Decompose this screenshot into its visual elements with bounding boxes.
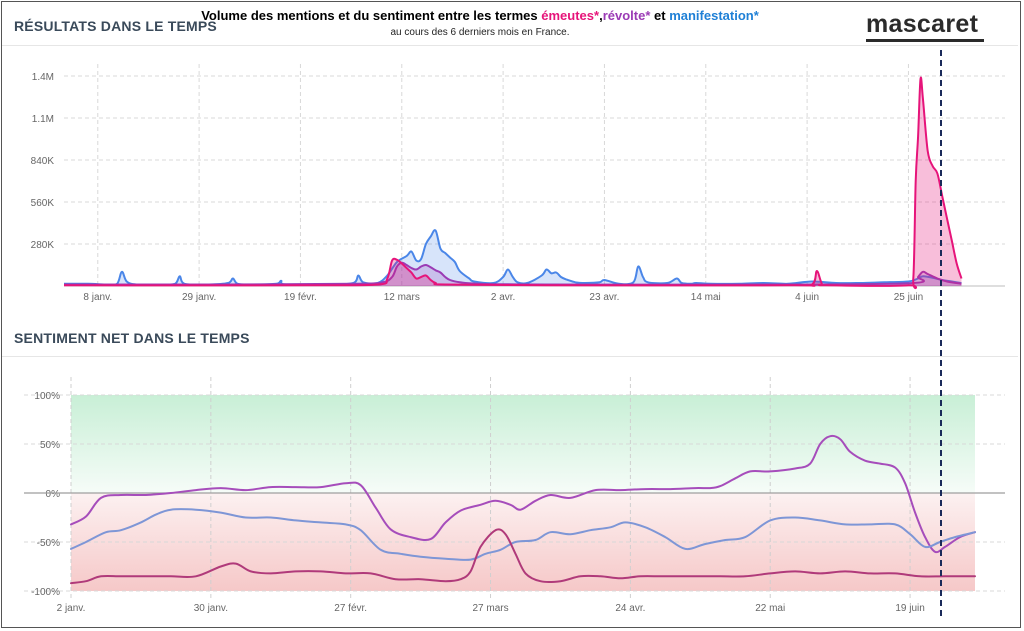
volume-y-tick-label: 280K [31, 240, 55, 251]
mascaret-logo: mascaret [866, 10, 979, 38]
volume-series-revolte [63, 261, 962, 286]
header-subtitle: au cours des 6 derniers mois en France. [390, 27, 570, 38]
sentiment-x-tick-label: 24 avr. [615, 603, 645, 614]
sentiment-line-manifestation [70, 508, 976, 561]
volume-series-emeutes-line [63, 76, 963, 289]
sentiment-y-tick-label: -100% [31, 587, 60, 598]
sentiment-x-tick-label: 2 janv. [57, 603, 86, 614]
volume-y-tick-label: 1.1M [32, 114, 54, 125]
sentiment-chart: 2 janv. 30 janv. 27 févr. 27 mars 24 avr. 22 … [24, 377, 1005, 614]
middle-divider [2, 356, 1018, 357]
volume-chart: 280K 560K 840K 1.1M 1.4M 8 janv. 29 janv. 19 fé… [31, 64, 1005, 303]
volume-x-tick-label: 12 mars [384, 292, 420, 303]
sentiment-x-tick-label: 27 mars [472, 603, 508, 614]
header-title: Volume des mentions et du sentiment entr… [200, 8, 760, 23]
term-manifestation: manifestation* [669, 8, 759, 23]
volume-x-tick-label: 29 janv. [182, 292, 216, 303]
sentiment-y-tick-label: -50% [37, 538, 60, 549]
volume-x-tick-label: 23 avr. [589, 292, 619, 303]
term-separator: , [599, 8, 603, 23]
volume-x-tick-label: 14 mai [691, 292, 721, 303]
sentiment-y-tick-label: 50% [40, 440, 60, 451]
sentiment-x-tick-label: 30 janv. [194, 603, 228, 614]
sentiment-x-tick-label: 19 juin [895, 603, 924, 614]
term-emeutes: émeutes* [541, 8, 600, 23]
volume-y-tick-label: 560K [31, 198, 55, 209]
volume-x-tick-label: 2 avr. [491, 292, 515, 303]
sentiment-line-emeutes [70, 528, 976, 585]
sentiment-line-revolte [70, 434, 976, 554]
volume-x-tick-label: 8 janv. [83, 292, 112, 303]
header-title-prefix: Volume des mentions et du sentiment entr… [201, 8, 542, 23]
volume-x-tick-label: 4 juin [795, 292, 819, 303]
volume-x-tick-label: 19 févr. [284, 292, 317, 303]
sentiment-x-tick-label: 22 mai [755, 603, 785, 614]
term-revolte: révolte* [602, 8, 651, 23]
sentiment-y-tick-label: 0% [46, 489, 61, 500]
volume-series-emeutes [63, 76, 963, 289]
sentiment-x-tick-label: 27 févr. [334, 603, 367, 614]
sentiment-y-tick-label: 100% [34, 391, 60, 402]
term-and: et [650, 8, 670, 23]
logo-underline [866, 39, 984, 42]
top-divider [2, 45, 1018, 46]
volume-y-tick-label: 1.4M [32, 72, 54, 83]
volume-series-revolte-line [63, 261, 962, 286]
sentiment-chart-title: SENTIMENT NET DANS LE TEMPS [14, 330, 250, 346]
volume-chart-title: RÉSULTATS DANS LE TEMPS [14, 18, 217, 34]
volume-x-tick-label: 25 juin [894, 292, 923, 303]
volume-y-tick-label: 840K [31, 156, 55, 167]
